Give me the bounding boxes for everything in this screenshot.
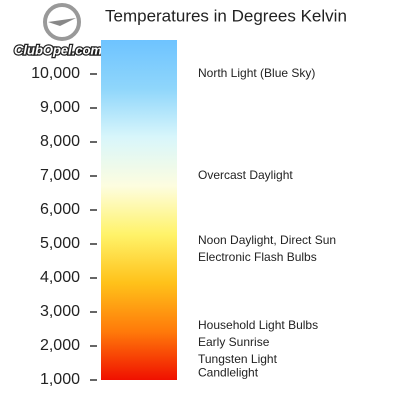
annotation: North Light (Blue Sky) xyxy=(198,66,315,80)
annotation: Early Sunrise xyxy=(198,335,270,349)
annotation: Noon Daylight, Direct Sun xyxy=(198,233,336,247)
color-bar xyxy=(101,40,177,380)
y-tick-label: 5,000 xyxy=(40,235,80,252)
logo: ClubOpel.com xyxy=(13,3,104,59)
y-tick-label: 7,000 xyxy=(40,167,80,184)
annotation: Electronic Flash Bulbs xyxy=(198,250,317,264)
y-tick-label: 2,000 xyxy=(40,337,80,354)
y-tick-label: 3,000 xyxy=(40,303,80,320)
annotation: Candlelight xyxy=(198,365,259,379)
y-tick-label: 8,000 xyxy=(40,133,80,150)
annotation: Tungsten Light xyxy=(198,352,278,366)
y-tick-label: 10,000 xyxy=(31,65,80,82)
annotation: Overcast Daylight xyxy=(198,168,293,182)
chart-title: Temperatures in Degrees Kelvin xyxy=(105,6,347,25)
y-tick-label: 6,000 xyxy=(40,201,80,218)
watermark: ClubOpel.com xyxy=(14,42,103,57)
logo-ring xyxy=(43,3,81,41)
logo-bolt xyxy=(48,18,76,26)
annotation: Household Light Bulbs xyxy=(198,318,318,332)
y-tick-label: 9,000 xyxy=(40,99,80,116)
y-tick-label: 1,000 xyxy=(40,371,80,388)
y-tick-label: 4,000 xyxy=(40,269,80,286)
